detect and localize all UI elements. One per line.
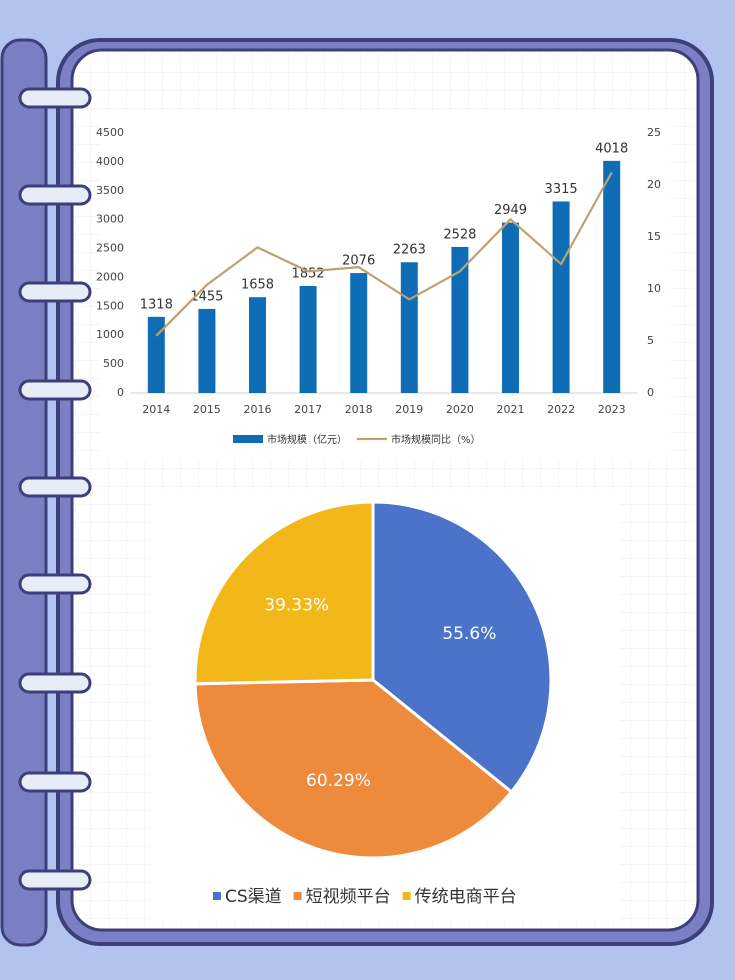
legend-swatch bbox=[293, 892, 302, 900]
legend-label: 市场规模（亿元） bbox=[267, 433, 347, 446]
x-tick-label: 2018 bbox=[345, 403, 373, 416]
legend-swatch bbox=[213, 892, 221, 900]
pie-slice bbox=[193, 678, 514, 860]
y-tick-label: 2000 bbox=[96, 270, 124, 283]
ring bbox=[18, 672, 92, 694]
y2-tick-label: 15 bbox=[647, 230, 661, 243]
legend-label: 传统电商平台 bbox=[415, 887, 517, 907]
bar-value-label: 1852 bbox=[292, 266, 325, 281]
slice-label: 55.6% bbox=[442, 624, 496, 644]
legend-label: 短视频平台 bbox=[306, 887, 391, 907]
bar-value-label: 4018 bbox=[595, 141, 628, 156]
legend-swatch bbox=[233, 435, 263, 443]
bar bbox=[249, 297, 266, 393]
x-tick-label: 2016 bbox=[244, 403, 272, 416]
y2-tick-label: 0 bbox=[647, 386, 654, 399]
y-tick-label: 1500 bbox=[96, 299, 124, 312]
x-tick-label: 2017 bbox=[294, 403, 322, 416]
charts: 0 500 1000 1500 2000 2500 3000 3500 4000 4500 0 5 10… bbox=[96, 126, 661, 907]
ring bbox=[18, 184, 92, 206]
bar-value-label: 1658 bbox=[241, 278, 274, 293]
rings bbox=[18, 87, 92, 891]
bar bbox=[502, 222, 519, 393]
pie-slice bbox=[193, 500, 375, 686]
ring bbox=[18, 573, 92, 595]
y-tick-label: 1000 bbox=[96, 328, 124, 341]
legend-label: CS渠道 bbox=[225, 887, 282, 907]
ring bbox=[18, 771, 92, 793]
x-tick-label: 2019 bbox=[395, 403, 423, 416]
y-tick-label: 500 bbox=[103, 357, 124, 370]
pie-slice bbox=[371, 500, 553, 795]
y-tick-label: 3500 bbox=[96, 184, 124, 197]
bar-value-label: 2528 bbox=[443, 227, 476, 242]
bar bbox=[198, 308, 216, 393]
y-tick-label: 4500 bbox=[96, 126, 124, 139]
bar-value-label: 2263 bbox=[393, 243, 426, 258]
legend-swatch bbox=[402, 892, 411, 900]
y2-tick-label: 10 bbox=[647, 282, 661, 295]
x-tick-label: 2023 bbox=[598, 403, 626, 416]
bar bbox=[552, 201, 570, 393]
y2-tick-label: 5 bbox=[647, 334, 654, 347]
ring bbox=[18, 379, 92, 401]
y2-tick-label: 20 bbox=[647, 178, 661, 191]
slice-label: 39.33% bbox=[264, 595, 329, 615]
bar-value-label: 2076 bbox=[342, 254, 375, 269]
line-series bbox=[155, 171, 613, 337]
bar bbox=[400, 262, 418, 393]
legend-label: 市场规模同比（%） bbox=[391, 433, 481, 446]
y-tick-label: 4000 bbox=[96, 155, 124, 168]
x-tick-label: 2021 bbox=[497, 403, 525, 416]
ring bbox=[18, 869, 92, 891]
bar-value-label: 1318 bbox=[140, 297, 173, 312]
ring bbox=[18, 476, 92, 498]
bar bbox=[350, 273, 368, 393]
slice-label: 60.29% bbox=[306, 771, 371, 791]
x-tick-label: 2015 bbox=[193, 403, 221, 416]
y-tick-label: 0 bbox=[117, 386, 124, 399]
ring bbox=[18, 281, 92, 303]
y-tick-label: 3000 bbox=[96, 213, 124, 226]
x-tick-label: 2022 bbox=[547, 403, 575, 416]
y2-tick-label: 25 bbox=[647, 126, 661, 139]
bar bbox=[603, 160, 621, 393]
y-tick-label: 2500 bbox=[96, 242, 124, 255]
ring bbox=[18, 87, 92, 109]
bar-value-label: 2949 bbox=[494, 203, 527, 218]
bar bbox=[147, 316, 165, 393]
bar bbox=[451, 246, 469, 393]
x-tick-label: 2014 bbox=[142, 403, 170, 416]
bar-value-label: 3315 bbox=[545, 182, 578, 197]
x-tick-label: 2020 bbox=[446, 403, 474, 416]
bar bbox=[299, 285, 317, 393]
